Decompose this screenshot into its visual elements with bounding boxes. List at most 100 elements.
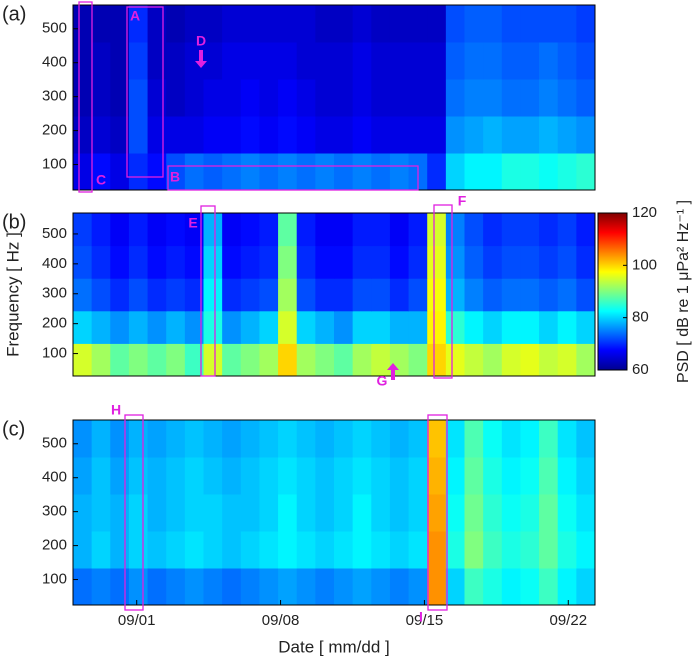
heatmap-cell [240, 213, 260, 247]
heatmap-cell [408, 42, 428, 80]
heatmap-cell [259, 457, 279, 495]
heatmap-cell [334, 79, 354, 117]
heatmap-cell [315, 568, 335, 606]
heatmap-cell [73, 213, 93, 247]
heatmap-cell [389, 457, 410, 495]
heatmap-cell [408, 343, 428, 377]
panel-label: (c) [2, 418, 25, 440]
heatmap-cell [315, 42, 335, 80]
heatmap-cell [259, 153, 279, 191]
heatmap-cell [408, 420, 428, 458]
heatmap-cell [445, 494, 465, 532]
heatmap-cell [91, 213, 111, 247]
colorbar-tick-label: 60 [632, 361, 649, 378]
heatmap-cell [166, 457, 186, 495]
heatmap-cell [296, 420, 316, 458]
heatmap-cell [557, 153, 577, 191]
heatmap-cell [334, 343, 354, 377]
heatmap-cell [166, 79, 186, 117]
heatmap-cell [576, 153, 596, 191]
heatmap-cell [576, 5, 596, 43]
heatmap-cell [539, 278, 559, 312]
heatmap-cell [184, 79, 204, 117]
heatmap-cell [408, 310, 428, 344]
heatmap-cell [539, 420, 559, 458]
heatmap-cell [445, 278, 465, 312]
heatmap-cell [389, 79, 410, 117]
heatmap-cell [296, 457, 316, 495]
heatmap-cell [539, 245, 559, 279]
heatmap-cell [371, 531, 391, 569]
heatmap-cell [315, 5, 335, 43]
heatmap-cell [166, 213, 186, 247]
heatmap-cell [184, 494, 204, 532]
heatmap-cell [296, 494, 316, 532]
heatmap-cell [91, 153, 111, 191]
heatmap-cell [389, 42, 410, 80]
heatmap-cell [222, 213, 242, 247]
heatmap-cell [128, 79, 149, 117]
heatmap-cell [278, 278, 298, 312]
heatmap-cell [73, 245, 93, 279]
heatmap-cell [464, 5, 484, 43]
heatmap-cell [278, 531, 298, 569]
heatmap-cell [501, 568, 521, 606]
heatmap-cell [501, 343, 521, 377]
heatmap-cell [73, 531, 93, 569]
heatmap-cell [315, 116, 335, 154]
heatmap-cell [483, 278, 503, 312]
heatmap-cell [501, 310, 521, 344]
heatmap-cell [147, 213, 167, 247]
heatmap-cell [334, 42, 354, 80]
heatmap-cell [91, 494, 111, 532]
heatmap-cell [110, 5, 130, 43]
panel-label: (a) [2, 3, 26, 25]
heatmap-cell [427, 568, 447, 606]
heatmap-cell [203, 213, 223, 247]
heatmap-cell [352, 278, 372, 312]
heatmap-cell [371, 457, 391, 495]
heatmap-cell [427, 79, 447, 117]
heatmap-cell [166, 343, 186, 377]
heatmap-cell [334, 457, 354, 495]
heatmap-cell [128, 310, 149, 344]
heatmap-cell [520, 116, 540, 154]
heatmap-cell [520, 213, 540, 247]
heatmap-cell [427, 494, 447, 532]
heatmap-cell [222, 420, 242, 458]
heatmap-cell [520, 42, 540, 80]
axes-frame [72, 419, 596, 606]
heatmap-cell [128, 245, 149, 279]
heatmap-cell [427, 278, 447, 312]
heatmap-cell [371, 79, 391, 117]
annotation-box [427, 414, 448, 611]
heatmap-cell [576, 494, 596, 532]
heatmap-cell [240, 310, 260, 344]
axes-frame [72, 212, 596, 377]
heatmap-cell [128, 494, 149, 532]
heatmap-cell [278, 116, 298, 154]
heatmap-cell [576, 310, 596, 344]
heatmap-cell [315, 153, 335, 191]
heatmap-cell [445, 310, 465, 344]
heatmap-cell [539, 310, 559, 344]
heatmap-cell [240, 79, 260, 117]
heatmap-cell [73, 42, 93, 80]
colorbar-tick-label: 120 [632, 204, 657, 221]
heatmap-cell [147, 457, 167, 495]
heatmap-cell [464, 531, 484, 569]
heatmap-cell [278, 420, 298, 458]
heatmap-cell [296, 343, 316, 377]
heatmap-cell [315, 213, 335, 247]
heatmap-cell [539, 116, 559, 154]
heatmap-cell [408, 494, 428, 532]
heatmap-cell [278, 42, 298, 80]
heatmap-cell [334, 420, 354, 458]
heatmap-cell [166, 153, 186, 191]
heatmap-cell [166, 5, 186, 43]
heatmap-cell [110, 457, 130, 495]
heatmap-cell [483, 5, 503, 43]
heatmap-cell [222, 79, 242, 117]
heatmap-cell [352, 420, 372, 458]
heatmap-cell [110, 42, 130, 80]
